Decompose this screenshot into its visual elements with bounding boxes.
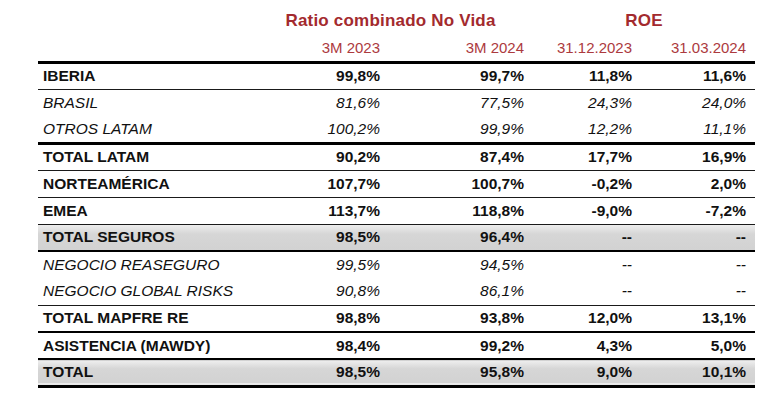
- row-value: 87,4%: [389, 143, 533, 170]
- row-label: IBERIA: [38, 62, 248, 89]
- row-value: --: [641, 278, 755, 305]
- row-label: TOTAL MAPFRE RE: [38, 305, 248, 332]
- table-row: BRASIL81,6%77,5%24,3%24,0%: [38, 89, 755, 116]
- row-value: 81,6%: [248, 89, 389, 116]
- table-row: NEGOCIO REASEGURO99,5%94,5%----: [38, 251, 755, 278]
- table-row: TOTAL98,5%95,8%9,0%10,1%: [38, 359, 755, 386]
- row-value: --: [533, 278, 641, 305]
- table-header: Ratio combinado No Vida ROE 3M 2023 3M 2…: [38, 8, 755, 62]
- row-value: 99,8%: [248, 62, 389, 89]
- row-value: 11,8%: [533, 62, 641, 89]
- row-value: 93,8%: [389, 305, 533, 332]
- table-row: OTROS LATAM100,2%99,9%12,2%11,1%: [38, 116, 755, 143]
- row-value: 90,2%: [248, 143, 389, 170]
- table-row: TOTAL LATAM90,2%87,4%17,7%16,9%: [38, 143, 755, 170]
- table-row: IBERIA99,8%99,7%11,8%11,6%: [38, 62, 755, 89]
- table-row: TOTAL SEGUROS98,5%96,4%----: [38, 224, 755, 251]
- group-header-row: Ratio combinado No Vida ROE: [38, 8, 755, 34]
- row-value: 100,2%: [248, 116, 389, 143]
- row-value: 99,2%: [389, 332, 533, 359]
- group-header-roe: ROE: [533, 8, 755, 34]
- row-label: NEGOCIO REASEGURO: [38, 251, 248, 278]
- row-value: 98,8%: [248, 305, 389, 332]
- row-label: TOTAL SEGUROS: [38, 224, 248, 251]
- row-value: --: [533, 251, 641, 278]
- row-value: 12,0%: [533, 305, 641, 332]
- financial-results-table-wrap: Ratio combinado No Vida ROE 3M 2023 3M 2…: [38, 8, 755, 388]
- row-value: 98,5%: [248, 224, 389, 251]
- table-row: EMEA113,7%118,8%-9,0%-7,2%: [38, 197, 755, 224]
- row-value: 13,1%: [641, 305, 755, 332]
- column-header-row: 3M 2023 3M 2024 31.12.2023 31.03.2024: [38, 34, 755, 62]
- group-header-ratio-combinado: Ratio combinado No Vida: [248, 8, 533, 34]
- row-value: 2,0%: [641, 170, 755, 197]
- row-value: -0,2%: [533, 170, 641, 197]
- row-value: 24,0%: [641, 89, 755, 116]
- row-value: 100,7%: [389, 170, 533, 197]
- column-header-31-12-2023: 31.12.2023: [533, 34, 641, 62]
- row-value: 107,7%: [248, 170, 389, 197]
- row-value: 9,0%: [533, 359, 641, 386]
- row-label: BRASIL: [38, 89, 248, 116]
- row-value: 11,1%: [641, 116, 755, 143]
- row-value: 95,8%: [389, 359, 533, 386]
- table-row: ASISTENCIA (MAWDY)98,4%99,2%4,3%5,0%: [38, 332, 755, 359]
- row-label: NEGOCIO GLOBAL RISKS: [38, 278, 248, 305]
- table-row: NEGOCIO GLOBAL RISKS90,8%86,1%----: [38, 278, 755, 305]
- row-value: 24,3%: [533, 89, 641, 116]
- row-value: --: [641, 224, 755, 251]
- results-table: Ratio combinado No Vida ROE 3M 2023 3M 2…: [38, 8, 755, 388]
- row-value: -9,0%: [533, 197, 641, 224]
- header-spacer: [38, 34, 248, 62]
- row-value: 99,5%: [248, 251, 389, 278]
- row-value: 5,0%: [641, 332, 755, 359]
- row-value: 4,3%: [533, 332, 641, 359]
- row-value: 17,7%: [533, 143, 641, 170]
- row-value: 86,1%: [389, 278, 533, 305]
- row-value: 77,5%: [389, 89, 533, 116]
- row-value: 99,9%: [389, 116, 533, 143]
- row-value: -7,2%: [641, 197, 755, 224]
- table-row: TOTAL MAPFRE RE98,8%93,8%12,0%13,1%: [38, 305, 755, 332]
- table-row: NORTEAMÉRICA107,7%100,7%-0,2%2,0%: [38, 170, 755, 197]
- table-body: IBERIA99,8%99,7%11,8%11,6%BRASIL81,6%77,…: [38, 62, 755, 386]
- row-label: NORTEAMÉRICA: [38, 170, 248, 197]
- row-label: TOTAL LATAM: [38, 143, 248, 170]
- column-header-31-03-2024: 31.03.2024: [641, 34, 755, 62]
- column-header-3m-2024: 3M 2024: [389, 34, 533, 62]
- row-label: EMEA: [38, 197, 248, 224]
- row-label: ASISTENCIA (MAWDY): [38, 332, 248, 359]
- row-value: 16,9%: [641, 143, 755, 170]
- row-value: 94,5%: [389, 251, 533, 278]
- row-value: 10,1%: [641, 359, 755, 386]
- header-spacer: [38, 8, 248, 34]
- row-value: 118,8%: [389, 197, 533, 224]
- row-value: 113,7%: [248, 197, 389, 224]
- row-value: 98,4%: [248, 332, 389, 359]
- row-value: 98,5%: [248, 359, 389, 386]
- row-value: 96,4%: [389, 224, 533, 251]
- row-value: --: [641, 251, 755, 278]
- row-value: --: [533, 224, 641, 251]
- column-header-3m-2023: 3M 2023: [248, 34, 389, 62]
- row-label: OTROS LATAM: [38, 116, 248, 143]
- row-value: 99,7%: [389, 62, 533, 89]
- row-label: TOTAL: [38, 359, 248, 386]
- row-value: 90,8%: [248, 278, 389, 305]
- row-value: 11,6%: [641, 62, 755, 89]
- row-value: 12,2%: [533, 116, 641, 143]
